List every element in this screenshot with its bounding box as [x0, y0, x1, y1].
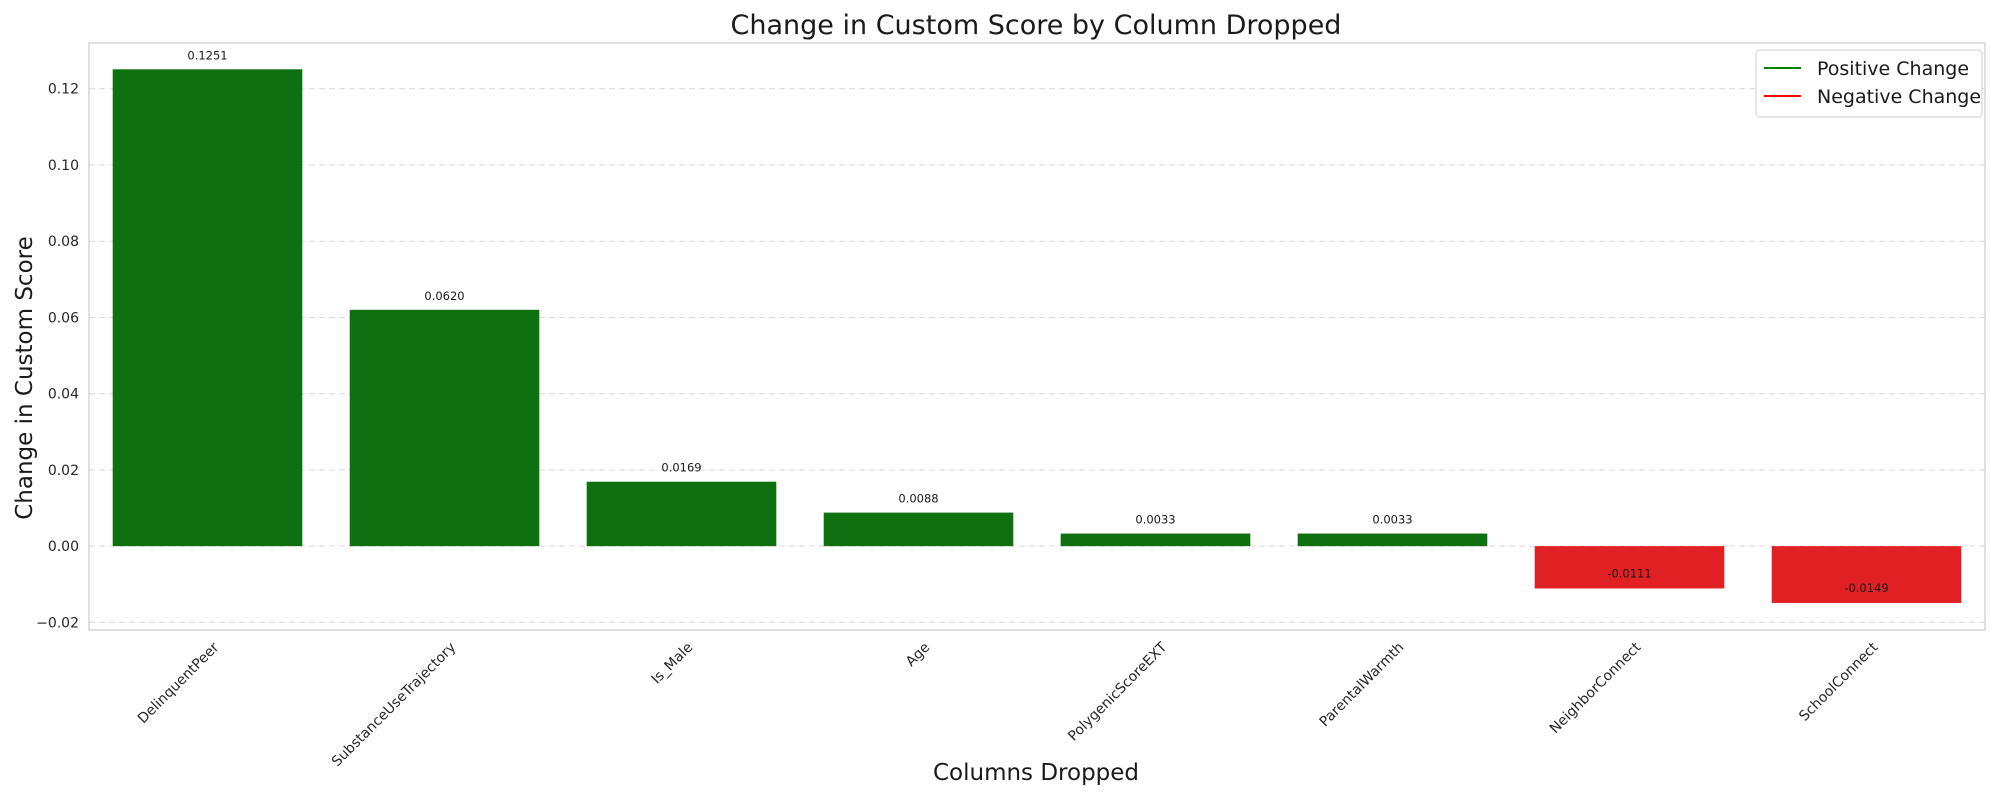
- x-tick-label: SubstanceUseTrajectory: [329, 640, 459, 770]
- bar-age: [823, 512, 1014, 547]
- value-label: -0.0149: [1844, 581, 1888, 595]
- bar-substanceusetrajectory: [349, 309, 540, 547]
- y-tick-label: 0.10: [48, 158, 79, 174]
- value-label: 0.0620: [424, 289, 464, 303]
- y-tick-label: 0.00: [48, 539, 79, 555]
- value-label: 0.0033: [1372, 513, 1412, 527]
- x-tick-label: Is_Male: [649, 640, 697, 688]
- y-tick-label: 0.12: [48, 82, 79, 98]
- value-label: 0.0088: [898, 492, 938, 506]
- legend-box: [1755, 49, 1983, 118]
- value-label: 0.1251: [187, 48, 227, 62]
- value-label: -0.0111: [1607, 566, 1651, 580]
- y-tick-label: 0.08: [48, 234, 79, 250]
- bar-schoolconnect: [1771, 546, 1962, 603]
- y-tick-label: 0.06: [48, 310, 79, 326]
- bars: [112, 69, 1962, 603]
- legend-label-positive: Positive Change: [1817, 58, 1969, 80]
- value-label: 0.0169: [661, 461, 701, 475]
- x-tick-label: SchoolConnect: [1796, 639, 1881, 724]
- x-tick-label: Age: [903, 640, 933, 670]
- y-tick-label: 0.04: [48, 387, 79, 403]
- x-tick-label: PolygenicScoreEXT: [1065, 639, 1170, 744]
- y-axis-ticks: −0.02 0.00 0.02 0.04 0.06 0.08 0.10 0.12: [36, 82, 79, 632]
- y-tick-label: −0.02: [36, 615, 79, 631]
- x-tick-label: ParentalWarmth: [1317, 640, 1408, 731]
- x-axis-label: Columns Dropped: [933, 760, 1139, 786]
- legend: Positive Change Negative Change: [1755, 49, 1983, 118]
- x-tick-label: NeighborConnect: [1547, 639, 1645, 737]
- bar-neighborconnect: [1534, 546, 1725, 589]
- plot-area-frame: [88, 42, 1986, 631]
- bar-delinquentpeer: [112, 69, 303, 547]
- legend-label-negative: Negative Change: [1817, 86, 1981, 108]
- x-tick-label: DelinquentPeer: [135, 639, 223, 727]
- x-axis-ticks: DelinquentPeer SubstanceUseTrajectory Is_M…: [135, 639, 1882, 770]
- value-labels: 0.1251 0.0620 0.0169 0.0088 0.0033 0.0033 -0.0…: [187, 48, 1888, 595]
- value-label: 0.0033: [1135, 513, 1175, 527]
- bar-is_male: [586, 481, 777, 547]
- bar-parentalwarmth: [1297, 533, 1488, 547]
- y-tick-label: 0.02: [48, 463, 79, 479]
- y-axis-label: Change in Custom Score: [12, 236, 38, 520]
- bar-polygenicscoreext: [1060, 533, 1251, 547]
- chart-title: Change in Custom Score by Column Dropped: [731, 10, 1342, 41]
